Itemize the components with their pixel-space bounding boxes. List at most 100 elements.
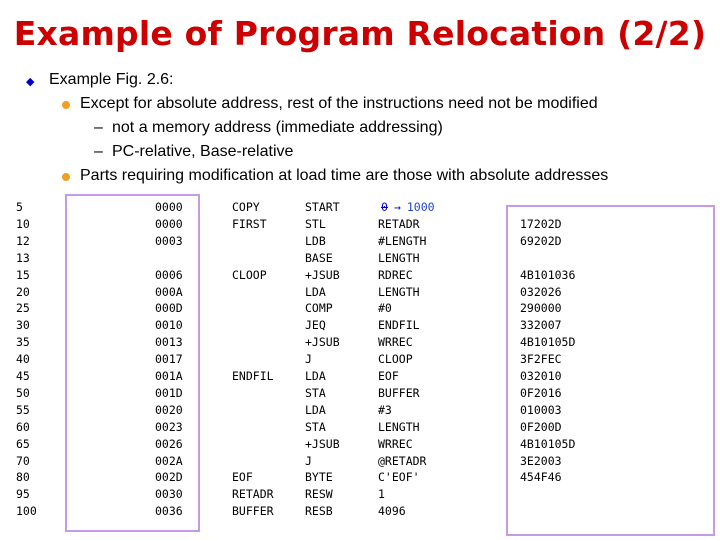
listing-op-cell: START [305,200,340,214]
listing-obj-cell: 17202D [520,216,562,231]
listing-row: 30 0010 JEQ ENDFIL 332007 [0,318,720,335]
listing-loc-cell: 0013 [155,335,183,350]
listing-operand-cell: BUFFER [378,385,420,400]
listing-line-cell: 30 [16,318,30,333]
listing-label-cell: BUFFER [232,504,274,519]
listing-loc-cell: 0017 [155,352,183,367]
listing-operand-cell: #0 [378,301,392,316]
listing-row: 15 0006 CLOOP +JSUB RDREC 4B101036 [0,268,720,285]
listing-row: 25 000D COMP #0 290000 [0,301,720,318]
dash-bullet-icon: – [94,143,103,160]
listing-loc-cell: 0036 [155,504,183,519]
listing-obj-cell: 3F2FEC [520,352,562,367]
listing-loc-cell: 0003 [155,233,183,248]
listing-obj-cell: 69202D [520,233,562,248]
listing-label-cell: CLOOP [232,267,267,282]
listing-obj-cell: 010003 [520,402,562,417]
listing-row: 60 0023 STA LENGTH 0F200D [0,420,720,437]
listing-operand-cell: EOF [378,369,399,383]
listing-operand-cell: CLOOP [378,352,413,367]
listing-obj-cell: 454F46 [520,470,562,485]
listing-op-cell: +JSUB [305,335,340,350]
listing-line-cell: 45 [16,369,30,383]
listing-loc-cell: 002D [155,470,183,485]
listing-loc-cell: 0006 [155,267,183,282]
listing-operand-cell: ENDFIL [378,318,420,333]
listing-loc-cell: 001D [155,385,183,400]
listing-loc-cell: 0000 [155,200,183,214]
listing-row: 35 0013 +JSUB WRREC 4B10105D [0,335,720,352]
bullet-level3-a: not a memory address (immediate addressi… [112,119,443,136]
listing-line-cell: 95 [16,487,30,502]
listing-row: 70 002A J @RETADR 3E2003 [0,454,720,471]
listing-line-cell: 20 [16,284,30,299]
listing-line-cell: 80 [16,470,30,485]
listing-op-cell: STL [305,216,326,231]
listing-line-cell: 13 [16,250,30,265]
listing-row: 95 0030 RETADR RESW 1 [0,487,720,504]
listing-op-cell: +JSUB [305,436,340,451]
listing-line-cell: 15 [16,267,30,282]
listing-op-cell: BASE [305,250,333,265]
dot-bullet-icon [62,173,70,181]
listing-row: 55 0020 LDA #3 010003 [0,403,720,420]
dash-bullet-icon: – [94,119,103,136]
listing-line-cell: 40 [16,352,30,367]
listing-line-cell: 60 [16,419,30,434]
listing-label-cell: COPY [232,200,260,214]
listing-op-cell: STA [305,419,326,434]
listing-operand-cell: 1 [378,487,385,502]
listing-obj-cell: 3E2003 [520,453,562,468]
bullet-list: ◆ Example Fig. 2.6: Except for absolute … [0,0,720,200]
listing-loc-cell: 0030 [155,487,183,502]
listing-line-cell: 50 [16,385,30,400]
listing-op-cell: COMP [305,301,333,316]
listing-operand-cell: 4096 [378,504,406,519]
right-arrow-icon: → [393,200,401,214]
new-start-address: 1000 [406,200,435,214]
listing-obj-cell: 0F200D [520,419,562,434]
listing-op-cell: J [305,352,312,367]
listing-line-cell: 12 [16,233,30,248]
bullet-level2-b: Parts requiring modification at load tim… [80,167,609,184]
listing-loc-cell: 0023 [155,419,183,434]
listing-label-cell: ENDFIL [232,369,274,383]
bullet-level3-b: PC-relative, Base-relative [112,143,294,160]
listing-obj-cell: 032010 [520,369,562,383]
listing-op-cell: STA [305,385,326,400]
listing-row: 100 0036 BUFFER RESB 4096 [0,504,720,521]
listing-line-cell: 55 [16,402,30,417]
listing-loc-cell: 002A [155,453,183,468]
listing-line-cell: 35 [16,335,30,350]
listing-row: 13 BASE LENGTH [0,251,720,268]
location-column-highlight [65,194,200,532]
listing-operand-cell: LENGTH [378,250,420,265]
listing-op-cell: RESW [305,487,333,502]
listing-row: 40 0017 J CLOOP 3F2FEC [0,352,720,369]
listing-operand-cell: #LENGTH [378,233,427,248]
listing-label-cell: EOF [232,470,253,485]
listing-operand-cell: LENGTH [378,419,420,434]
listing-operand-cell: @RETADR [378,453,427,468]
listing-obj-cell: 4B10105D [520,335,576,350]
listing-op-cell: LDB [305,233,326,248]
listing-op-cell: J [305,453,312,468]
listing-label-cell: FIRST [232,216,267,231]
listing-loc-cell: 001A [155,369,183,383]
listing-loc-cell: 0026 [155,436,183,451]
listing-op-cell: RESB [305,504,333,519]
dot-bullet-icon [62,101,70,109]
listing-row: 20 000A LDA LENGTH 032026 [0,285,720,302]
listing-line-cell: 70 [16,453,30,468]
listing-op-cell: +JSUB [305,267,340,282]
listing-loc-cell: 000D [155,301,183,316]
listing-operand-cell: LENGTH [378,284,420,299]
listing-row: 10 0000 FIRST STL RETADR 17202D [0,217,720,234]
listing-obj-cell: 4B10105D [520,436,576,451]
listing-operand-cell: RETADR [378,216,420,231]
listing-operand-cell: WRREC [378,436,413,451]
listing-loc-cell: 0000 [155,216,183,231]
listing-obj-cell: 0F2016 [520,385,562,400]
listing-loc-cell: 000A [155,284,183,299]
listing-obj-cell: 332007 [520,318,562,333]
